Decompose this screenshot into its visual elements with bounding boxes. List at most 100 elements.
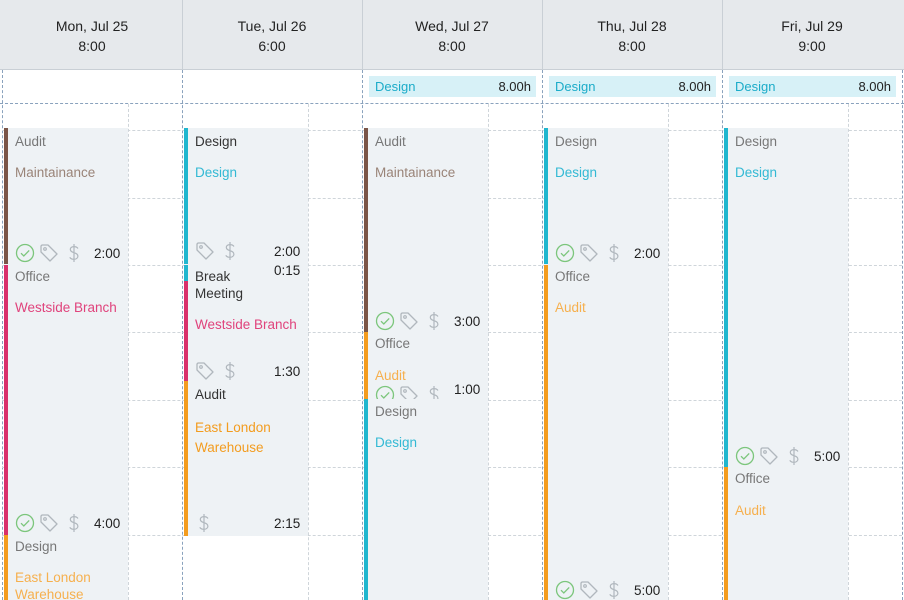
entry-duration: 1:00 (454, 382, 481, 397)
entry-task: East London Warehouse (195, 420, 271, 455)
entry-actions (555, 580, 625, 600)
check-circle-icon[interactable] (375, 311, 395, 331)
entry-color-bar (544, 128, 548, 264)
entry-project: Design (195, 134, 238, 149)
all-day-entry-thu[interactable]: Design 8.00h (549, 76, 716, 97)
dollar-icon[interactable] (67, 513, 81, 533)
check-circle-icon[interactable] (555, 243, 575, 263)
entry-task: Maintainance (15, 165, 96, 180)
dollar-icon[interactable] (67, 243, 81, 263)
entry-actions (195, 241, 245, 263)
tag-icon[interactable] (759, 446, 781, 466)
entry-color-bar (544, 265, 548, 600)
entry-color-bar (4, 265, 8, 535)
entry-project: Design (735, 134, 778, 149)
entry-duration: 4:00 (94, 516, 121, 531)
tag-icon[interactable] (39, 513, 61, 533)
day-date: Thu, Jul 28 (597, 18, 667, 34)
day-total-hours: 8:00 (618, 38, 646, 54)
entry-color-bar (184, 281, 188, 381)
column-divider (362, 70, 363, 600)
entry-color-bar (184, 265, 188, 281)
check-circle-icon[interactable] (15, 513, 35, 533)
tag-icon[interactable] (399, 311, 421, 331)
all-day-entry-wed[interactable]: Design 8.00h (369, 76, 536, 97)
entry-color-bar (364, 128, 368, 332)
entry-project: Office (15, 269, 51, 284)
entry-task: Design (735, 165, 778, 180)
tag-icon[interactable] (399, 385, 421, 399)
check-circle-icon[interactable] (555, 580, 575, 600)
entry-project: Office (735, 471, 771, 486)
entry-task: Design (195, 165, 238, 180)
entry-task: Audit (735, 503, 766, 518)
entry-color-bar (4, 535, 8, 600)
day-header-tue[interactable]: Tue, Jul 26 6:00 (182, 0, 362, 70)
entry-actions (375, 385, 445, 399)
day-entries-area-thu (544, 128, 668, 600)
tag-icon[interactable] (579, 580, 601, 600)
column-divider (362, 0, 363, 70)
column-divider (542, 70, 543, 600)
column-divider (722, 0, 723, 70)
day-header-row: Mon, Jul 25 8:00 Tue, Jul 26 6:00 Wed, J… (0, 0, 904, 70)
all-day-entry-fri[interactable]: Design 8.00h (729, 76, 896, 97)
day-total-hours: 8:00 (438, 38, 466, 54)
sub-column-divider (128, 104, 129, 600)
all-day-entry-hours: 8.00h (678, 79, 711, 94)
tag-icon[interactable] (195, 361, 217, 381)
day-header-mon[interactable]: Mon, Jul 25 8:00 (2, 0, 182, 70)
entry-color-bar (364, 332, 368, 399)
entry-task: Westside Branch (195, 317, 297, 332)
all-day-entry-label: Design (735, 79, 776, 94)
entry-task: Audit (375, 368, 406, 383)
entry-project: Audit (15, 134, 46, 149)
day-total-hours: 6:00 (258, 38, 286, 54)
entry-task: Design (375, 435, 418, 450)
column-divider (182, 70, 183, 600)
day-header-wed[interactable]: Wed, Jul 27 8:00 (362, 0, 542, 70)
entry-project: Break Meeting (195, 269, 244, 301)
dollar-icon[interactable] (427, 311, 441, 331)
check-circle-icon[interactable] (15, 243, 35, 263)
entry-duration: 0:15 (274, 263, 301, 278)
entry-actions (195, 513, 215, 535)
day-total-hours: 8:00 (78, 38, 106, 54)
sub-column-divider (308, 104, 309, 600)
entry-color-bar (724, 128, 728, 467)
entry-actions (375, 311, 445, 333)
dollar-icon[interactable] (607, 243, 621, 263)
entry-task: Design (555, 165, 598, 180)
entry-duration: 2:00 (94, 246, 121, 261)
dollar-icon[interactable] (223, 241, 237, 261)
tag-icon[interactable] (579, 243, 601, 263)
column-divider (902, 70, 903, 600)
dollar-icon[interactable] (607, 580, 621, 600)
all-day-entry-label: Design (375, 79, 416, 94)
day-date: Mon, Jul 25 (55, 18, 129, 34)
check-circle-icon[interactable] (735, 446, 755, 466)
column-divider (2, 70, 3, 600)
check-circle-icon[interactable] (375, 385, 395, 399)
entry-project: Office (555, 269, 591, 284)
dollar-icon[interactable] (223, 361, 237, 381)
tag-icon[interactable] (195, 241, 217, 261)
dollar-icon[interactable] (427, 385, 441, 399)
day-header-thu[interactable]: Thu, Jul 28 8:00 (542, 0, 722, 70)
entry-project: Audit (375, 134, 406, 149)
dollar-icon[interactable] (787, 446, 801, 466)
day-entries-area-mon (4, 128, 128, 600)
column-divider (722, 70, 723, 600)
entry-actions (735, 446, 805, 468)
day-date: Tue, Jul 26 (237, 18, 307, 34)
tag-icon[interactable] (39, 243, 61, 263)
entry-task: Audit (555, 300, 586, 315)
entry-project: Design (555, 134, 598, 149)
entry-duration: 5:00 (814, 449, 841, 464)
entry-project: Design (375, 404, 418, 419)
dollar-icon[interactable] (197, 513, 211, 533)
entry-color-bar (184, 128, 188, 264)
day-header-fri[interactable]: Fri, Jul 29 9:00 (722, 0, 902, 70)
entry-actions (15, 513, 85, 535)
day-entries-area-wed (364, 128, 488, 600)
